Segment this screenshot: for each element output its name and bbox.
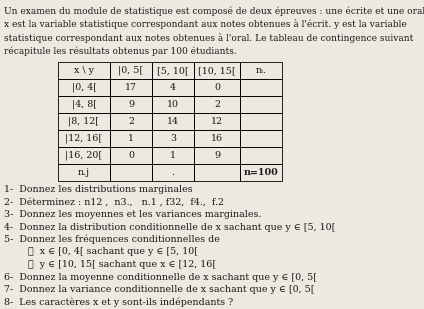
Text: 4: 4 [170,83,176,92]
Bar [58,164,110,181]
Text: n=100: n=100 [244,168,279,177]
Text: 3-  Donnez les moyennes et les variances marginales.: 3- Donnez les moyennes et les variances … [4,210,261,219]
Bar [110,96,152,113]
Bar [194,79,240,96]
Text: 7-  Donnez la variance conditionnelle de x sachant que y ∈ [0, 5[: 7- Donnez la variance conditionnelle de … [4,285,315,294]
Text: ✓  x ∈ [0, 4[ sachant que y ∈ [5, 10[: ✓ x ∈ [0, 4[ sachant que y ∈ [5, 10[ [4,248,198,256]
Text: |12, 16[: |12, 16[ [65,134,103,143]
Bar [240,79,282,96]
Text: 1-  Donnez les distributions marginales: 1- Donnez les distributions marginales [4,185,192,194]
Text: 10: 10 [167,100,179,109]
Bar [110,79,152,96]
Text: 1: 1 [128,134,134,143]
Text: n.j: n.j [78,168,90,177]
Bar [58,113,110,130]
Text: 12: 12 [211,117,223,126]
Text: 1: 1 [170,151,176,160]
Text: |0, 5[: |0, 5[ [118,66,144,75]
Text: |8, 12[: |8, 12[ [69,117,100,126]
Text: x est la variable statistique correspondant aux notes obtenues à l'écrit. y est : x est la variable statistique correspond… [4,19,407,29]
Bar [194,164,240,181]
Text: 3: 3 [170,134,176,143]
Bar [152,96,194,113]
Bar [152,113,194,130]
Bar [58,62,110,79]
Bar [110,62,152,79]
Bar [240,113,282,130]
Bar [110,113,152,130]
Bar [152,79,194,96]
Text: 14: 14 [167,117,179,126]
Bar [58,96,110,113]
Bar [194,96,240,113]
Text: récapitule les résultats obtenus par 100 étudiants.: récapitule les résultats obtenus par 100… [4,46,237,56]
Bar [240,147,282,164]
Bar [194,147,240,164]
Bar [152,147,194,164]
Text: |16, 20[: |16, 20[ [65,151,103,160]
Text: 2: 2 [214,100,220,109]
Text: 8-  Les caractères x et y sont-ils indépendants ?: 8- Les caractères x et y sont-ils indépe… [4,298,233,307]
Text: 9: 9 [214,151,220,160]
Bar [110,130,152,147]
Bar [58,79,110,96]
Text: 9: 9 [128,100,134,109]
Bar [240,96,282,113]
Text: x \ y: x \ y [74,66,94,75]
Bar [152,164,194,181]
Text: 4-  Donnez la distribution conditionnelle de x sachant que y ∈ [5, 10[: 4- Donnez la distribution conditionnelle… [4,222,335,231]
Text: [10, 15[: [10, 15[ [198,66,236,75]
Bar [110,147,152,164]
Text: ✓  y ∈ [10, 15[ sachant que x ∈ [12, 16[: ✓ y ∈ [10, 15[ sachant que x ∈ [12, 16[ [4,260,216,269]
Text: 0: 0 [214,83,220,92]
Bar [152,62,194,79]
Text: Un examen du module de statistique est composé de deux épreuves : une écrite et : Un examen du module de statistique est c… [4,6,424,15]
Text: |4, 8[: |4, 8[ [72,100,97,109]
Text: 6-  Donnez la moyenne conditionnelle de x sachant que y ∈ [0, 5[: 6- Donnez la moyenne conditionnelle de x… [4,273,317,281]
Bar [240,130,282,147]
Text: [5, 10[: [5, 10[ [157,66,189,75]
Text: 2-  Déterminez : n12 ,  n3.,   n.1 , f32,  f4.,  f.2: 2- Déterminez : n12 , n3., n.1 , f32, f4… [4,197,224,206]
Bar [194,113,240,130]
Bar [152,130,194,147]
Text: nᵢ.: nᵢ. [256,66,267,75]
Bar [194,130,240,147]
Bar [240,62,282,79]
Text: .: . [171,168,175,177]
Bar [194,62,240,79]
Text: |0, 4[: |0, 4[ [72,83,97,92]
Text: 0: 0 [128,151,134,160]
Bar [240,164,282,181]
Text: 2: 2 [128,117,134,126]
Bar [110,164,152,181]
Text: 16: 16 [211,134,223,143]
Bar [58,130,110,147]
Text: 17: 17 [125,83,137,92]
Text: statistique correspondant aux notes obtenues à l'oral. Le tableau de contingence: statistique correspondant aux notes obte… [4,33,413,43]
Bar [58,147,110,164]
Text: 5-  Donnez les fréquences conditionnelles de: 5- Donnez les fréquences conditionnelles… [4,235,220,244]
